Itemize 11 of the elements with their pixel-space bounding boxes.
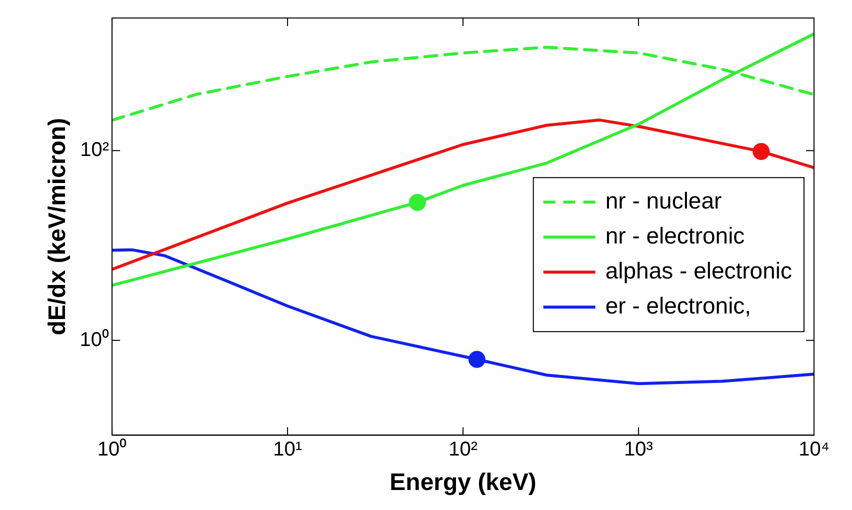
legend-label: nr - nuclear bbox=[605, 187, 722, 214]
x-tick-label: 10⁴ bbox=[798, 438, 830, 461]
y-axis-title: dE/dx (keV/micron) bbox=[44, 118, 72, 336]
x-tick-label: 10⁰ bbox=[97, 438, 127, 461]
legend-label: nr - electronic bbox=[605, 222, 745, 248]
legend-label: er - electronic, bbox=[605, 292, 752, 318]
legend-label: alphas - electronic bbox=[605, 257, 792, 284]
x-axis-title: Energy (keV) bbox=[390, 469, 536, 496]
x-tick-label: 10³ bbox=[624, 438, 654, 461]
x-tick-label: 10² bbox=[448, 438, 478, 461]
x-tick-label: 10¹ bbox=[273, 438, 302, 461]
